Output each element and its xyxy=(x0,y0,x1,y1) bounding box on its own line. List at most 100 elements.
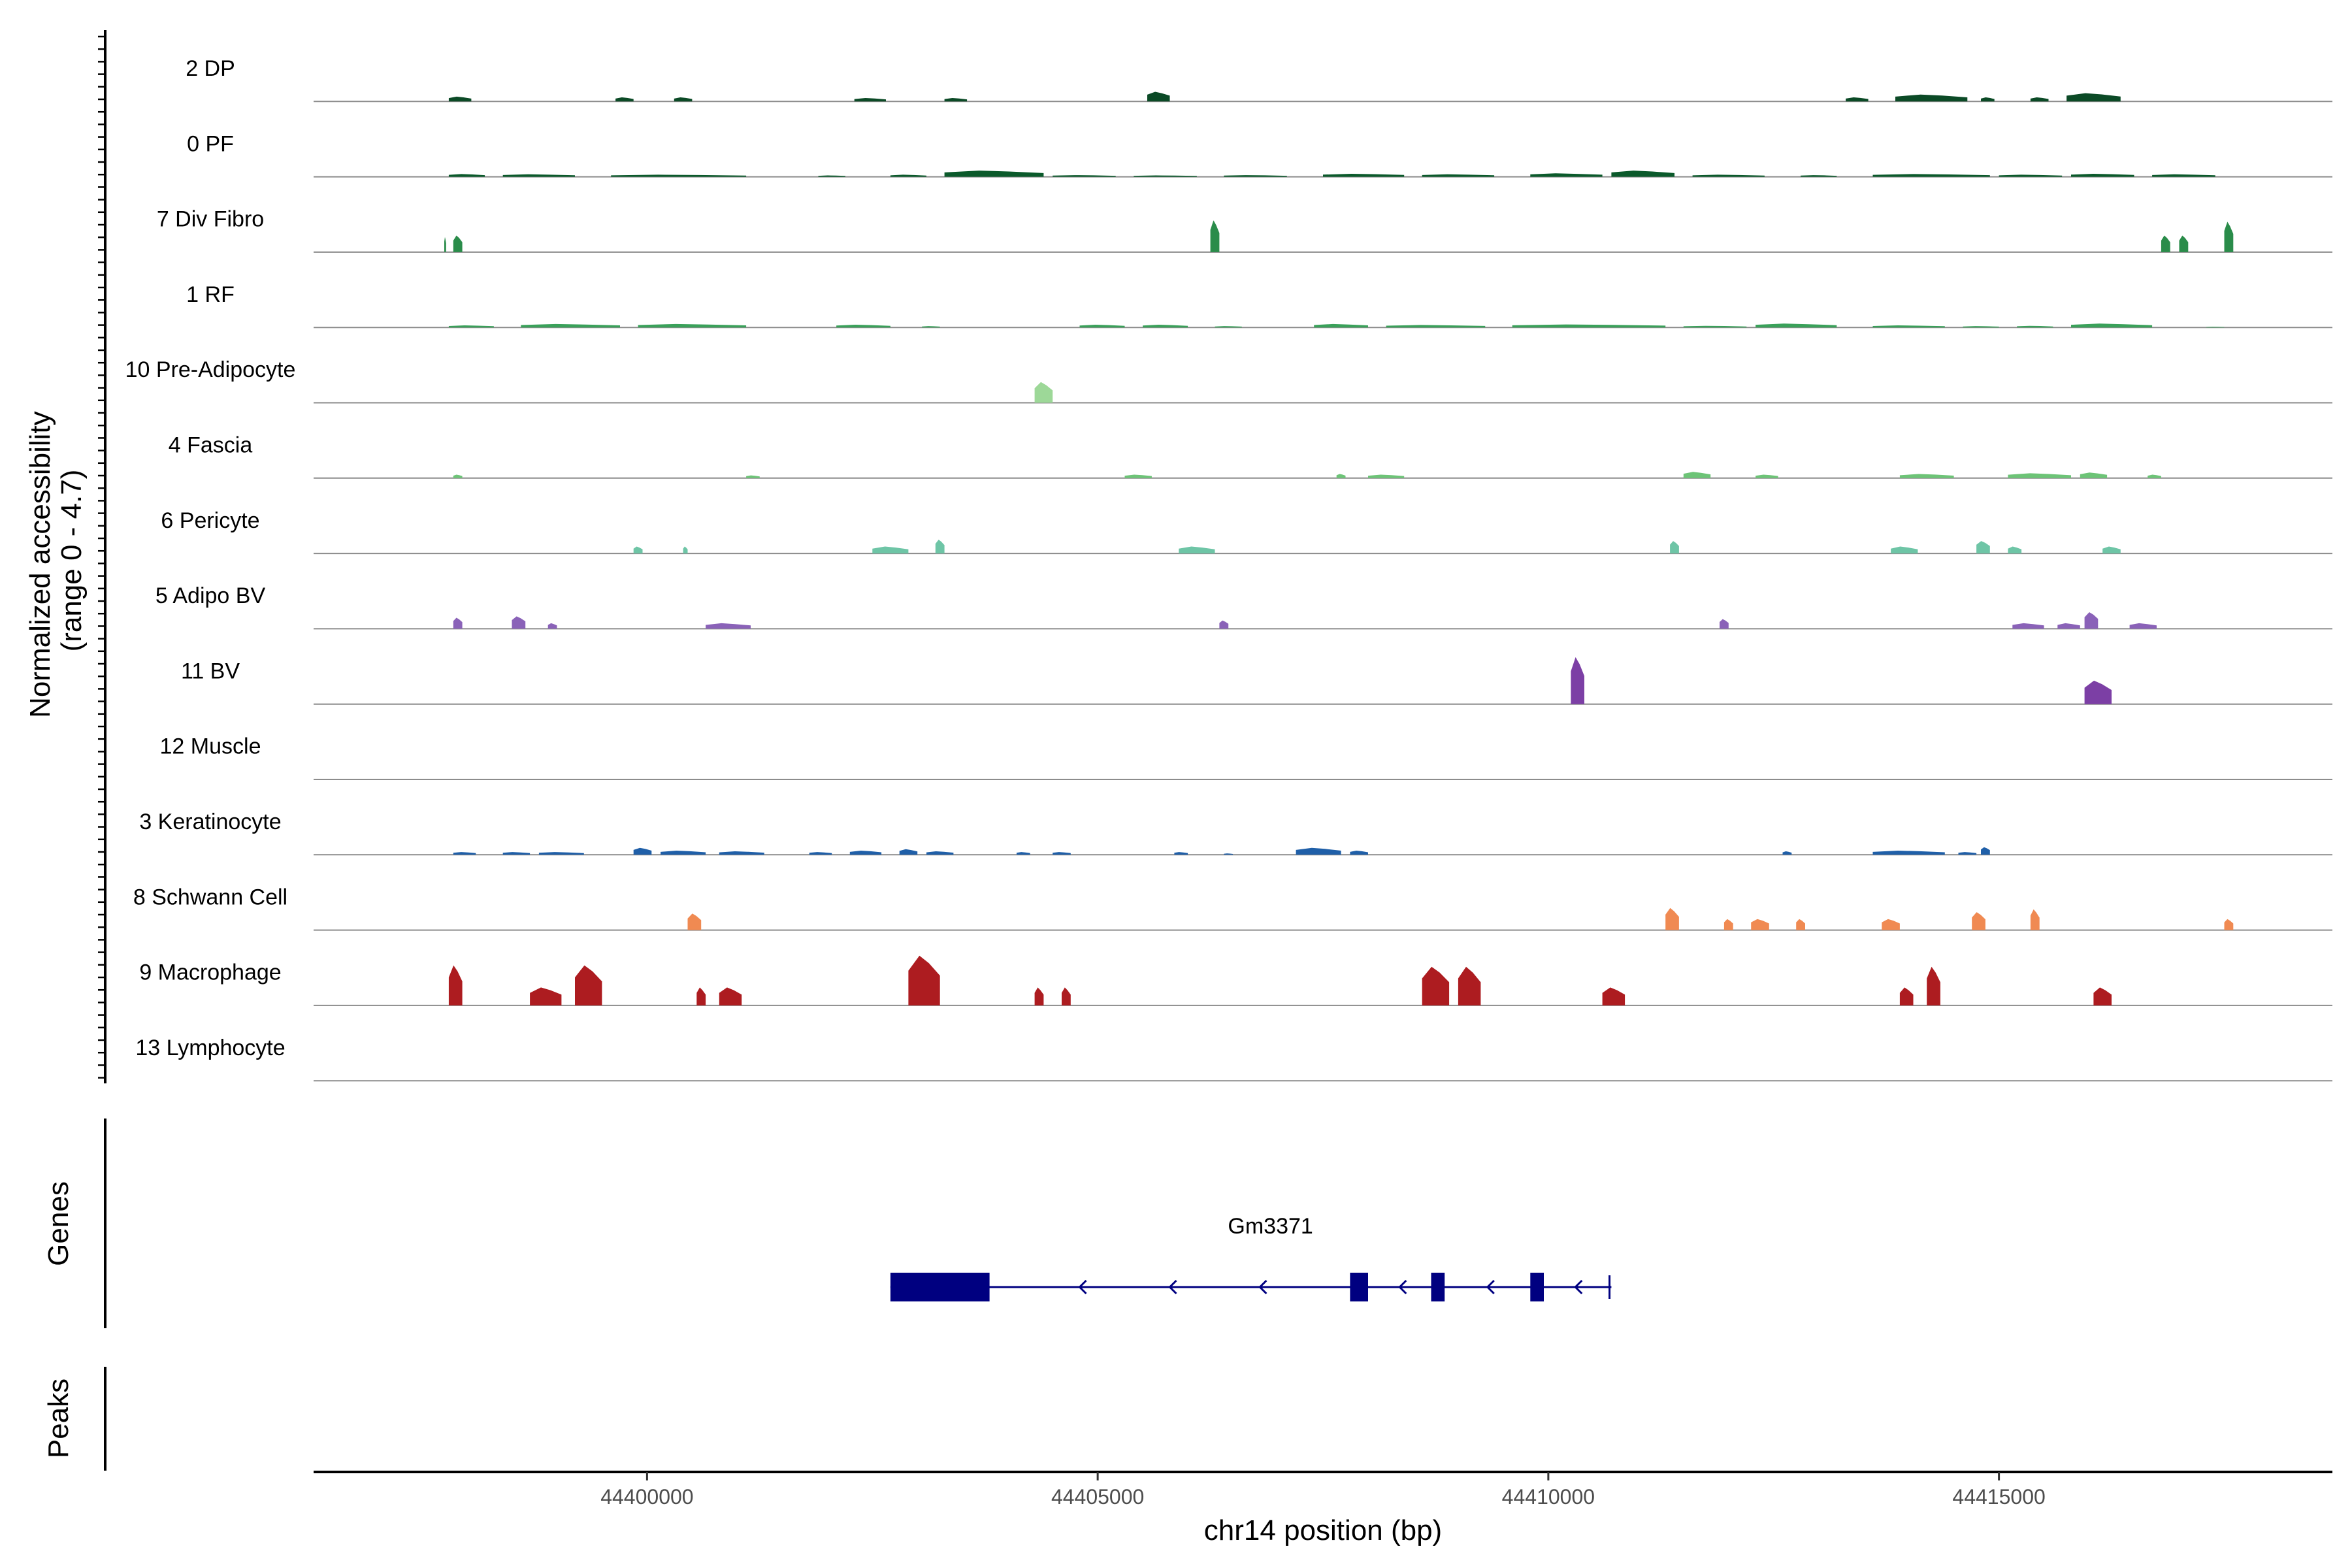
gene-strand-arrow xyxy=(1398,1279,1407,1295)
peaks-panel-title: Peaks xyxy=(42,1379,74,1458)
accessibility-peak xyxy=(1720,619,1729,629)
accessibility-peak xyxy=(2030,97,2049,102)
accessibility-peak xyxy=(890,174,926,177)
accessibility-peak xyxy=(1224,853,1233,855)
accessibility-peak xyxy=(1796,919,1805,930)
accessibility-peak xyxy=(1602,987,1625,1005)
accessibility-peak xyxy=(1296,847,1341,855)
x-tick: 44400000 xyxy=(600,1472,694,1509)
accessibility-peak xyxy=(1927,966,1940,1005)
track-label: 9 Macrophage xyxy=(139,960,281,985)
accessibility-peak xyxy=(538,852,584,855)
accessibility-peak xyxy=(1882,919,1900,930)
accessibility-peak xyxy=(687,913,702,930)
track-5-adipo-bv: 5 Adipo BV xyxy=(155,583,2332,630)
track-label: 12 Muscle xyxy=(160,734,261,759)
accessibility-peak xyxy=(1386,325,1486,328)
accessibility-peak xyxy=(696,987,706,1005)
accessibility-peak xyxy=(922,326,940,328)
accessibility-peak xyxy=(575,965,602,1005)
accessibility-peak xyxy=(448,325,494,328)
accessibility-peak xyxy=(1134,175,1197,177)
accessibility-peak xyxy=(2071,174,2134,177)
accessibility-peak xyxy=(1143,325,1188,328)
accessibility-peak xyxy=(1756,474,1778,478)
accessibility-peak xyxy=(2224,919,2234,930)
track-3-keratinocyte: 3 Keratinocyte xyxy=(139,809,2332,856)
peaks-panel: Peaks xyxy=(42,1367,106,1471)
accessibility-peak xyxy=(854,98,886,102)
accessibility-peak xyxy=(2030,909,2040,930)
gene-exon xyxy=(890,1273,990,1301)
gene-exon xyxy=(1530,1273,1544,1301)
accessibility-peak xyxy=(1147,91,1170,102)
accessibility-peak xyxy=(2008,546,2022,554)
gene-strand-arrow xyxy=(1486,1279,1495,1295)
accessibility-peak xyxy=(2012,623,2044,629)
track-10-pre-adipocyte: 10 Pre-Adipocyte xyxy=(125,357,2332,404)
gene-strand-arrow xyxy=(1078,1279,1087,1295)
accessibility-peak xyxy=(1751,919,1769,930)
accessibility-peak xyxy=(1782,851,1792,855)
accessibility-peak xyxy=(683,546,688,554)
accessibility-peak xyxy=(453,474,463,478)
accessibility-peak xyxy=(1422,174,1495,177)
accessibility-peak xyxy=(1723,919,1733,930)
accessibility-peak xyxy=(1323,174,1405,177)
accessibility-peak xyxy=(2161,235,2170,252)
track-4-fascia: 4 Fascia xyxy=(169,433,2332,479)
accessibility-peak xyxy=(1512,324,1666,328)
y-axis-title-line-1: Normalized accessibility xyxy=(24,411,56,717)
accessibility-peak xyxy=(1999,174,2063,177)
accessibility-peak xyxy=(2008,473,2071,478)
accessibility-peak xyxy=(1611,171,1674,177)
accessibility-peak xyxy=(2148,474,2161,478)
accessibility-peak xyxy=(1179,546,1215,554)
accessibility-peak xyxy=(547,623,557,629)
track-11-bv: 11 BV xyxy=(181,657,2332,705)
accessibility-peak xyxy=(1958,852,1977,855)
accessibility-peak xyxy=(2066,93,2121,102)
accessibility-peak xyxy=(1215,326,1242,328)
accessibility-peak xyxy=(2071,323,2153,328)
gene-strand-arrow xyxy=(1258,1279,1267,1295)
accessibility-peak xyxy=(633,847,652,855)
track-label: 7 Div Fibro xyxy=(157,207,264,232)
accessibility-peak xyxy=(719,987,742,1005)
genes-panel: Genes Gm3371 xyxy=(42,1119,1612,1328)
accessibility-peak xyxy=(2057,623,2080,629)
track-9-macrophage: 9 Macrophage xyxy=(139,955,2332,1006)
accessibility-peak xyxy=(2102,546,2121,554)
accessibility-peak xyxy=(1972,912,1985,930)
x-tick: 44405000 xyxy=(1051,1472,1144,1509)
accessibility-peak xyxy=(1899,987,1914,1005)
accessibility-peak xyxy=(1670,541,1679,554)
accessibility-peak xyxy=(935,540,945,554)
gene-exon xyxy=(1350,1273,1368,1301)
accessibility-peak xyxy=(899,849,918,855)
track-label: 5 Adipo BV xyxy=(155,583,266,608)
gene-strand-arrow xyxy=(1574,1279,1583,1295)
track-0-pf: 0 PF xyxy=(187,131,2332,178)
accessibility-peak xyxy=(521,323,620,328)
accessibility-peak xyxy=(502,174,575,177)
accessibility-peak xyxy=(1017,852,1030,855)
x-tick-label: 44410000 xyxy=(1502,1485,1595,1509)
accessibility-peak xyxy=(1314,323,1368,328)
accessibility-peak xyxy=(926,851,954,855)
accessibility-peak xyxy=(661,851,706,855)
track-1-rf: 1 RF xyxy=(186,282,2332,329)
accessibility-peak xyxy=(1079,325,1125,328)
genes-panel-title: Genes xyxy=(42,1181,74,1266)
accessibility-peak xyxy=(453,852,476,855)
accessibility-peak xyxy=(1891,546,1918,554)
accessibility-peak xyxy=(1174,852,1188,855)
accessibility-peak xyxy=(2080,472,2108,478)
x-tick-label: 44400000 xyxy=(600,1485,693,1509)
accessibility-peak xyxy=(1981,97,1995,102)
accessibility-peak xyxy=(849,851,882,855)
accessibility-peak xyxy=(1872,851,1945,855)
accessibility-peak xyxy=(746,475,760,478)
gene-exon xyxy=(1431,1273,1445,1301)
